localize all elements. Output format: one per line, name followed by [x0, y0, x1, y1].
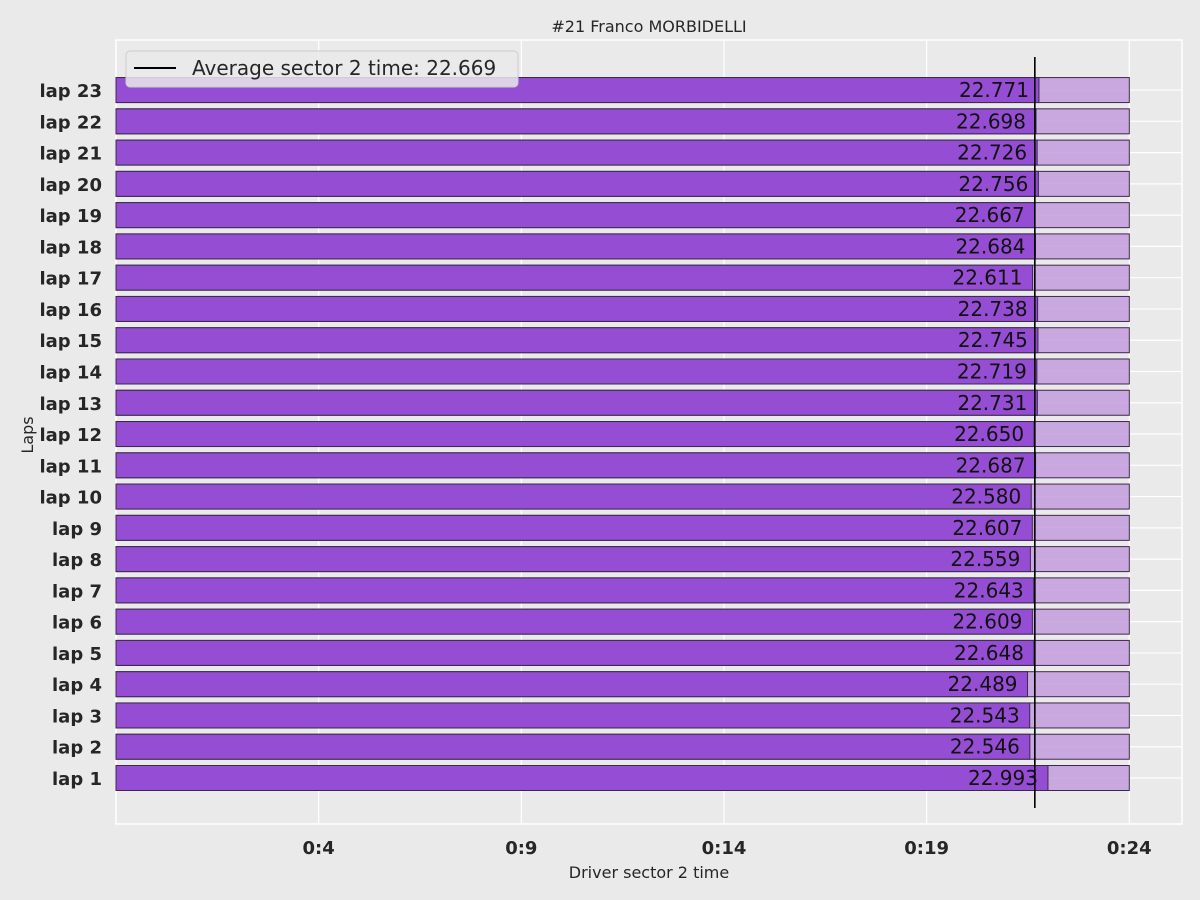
x-tick-label: 0:4: [303, 838, 335, 859]
bar-lap-11: [115, 452, 1037, 479]
x-tick-label: 0:24: [1107, 838, 1152, 859]
bar-value-label: 22.650: [954, 422, 1024, 446]
y-tick-label: lap 2: [52, 738, 102, 759]
bar-value-label: 22.559: [950, 547, 1020, 571]
x-tick-label: 0:19: [904, 838, 949, 859]
bar-lap-22: [115, 108, 1037, 135]
bar-value-label: 22.609: [952, 610, 1022, 634]
bar-value-label: 22.648: [954, 641, 1024, 665]
chart-title: #21 Franco MORBIDELLI: [551, 17, 746, 36]
y-tick-label: lap 13: [39, 394, 102, 415]
y-tick-label: lap 11: [39, 456, 102, 477]
legend: Average sector 2 time: 22.669: [125, 50, 519, 88]
bar-lap-21: [115, 139, 1038, 166]
x-tick-labels: 0:4 0:9 0:14 0:19 0:24: [303, 838, 1152, 859]
bar-lap-20: [115, 170, 1039, 197]
y-tick-label: lap 21: [39, 144, 102, 165]
legend-box: [125, 50, 519, 88]
y-axis-label: Laps: [18, 416, 37, 453]
bar-value-label: 22.738: [958, 297, 1028, 321]
bars: [115, 77, 1049, 791]
bar-value-label: 22.543: [950, 703, 1020, 727]
y-tick-label: lap 15: [39, 331, 102, 352]
bar-value-label: 22.607: [952, 516, 1022, 540]
bar-lap-1: [115, 765, 1049, 791]
bar-value-label: 22.719: [957, 359, 1027, 383]
x-tick-label: 0:14: [702, 838, 747, 859]
y-tick-label: lap 16: [39, 300, 102, 321]
bar-lap-2: [115, 733, 1031, 760]
y-tick-label: lap 23: [39, 81, 102, 102]
bar-lap-18: [115, 233, 1036, 260]
bar-lap-17: [115, 264, 1033, 291]
bar-lap-8: [115, 546, 1031, 573]
bar-lap-16: [115, 295, 1039, 322]
y-tick-label: lap 3: [52, 706, 102, 727]
y-tick-label: lap 12: [39, 425, 102, 446]
bar-value-label: 22.756: [958, 172, 1028, 196]
y-tick-label: lap 22: [39, 112, 102, 133]
bar-lap-4: [115, 671, 1029, 698]
y-tick-label: lap 10: [39, 488, 102, 509]
bar-value-label: 22.667: [955, 203, 1025, 227]
bar-value-label: 22.731: [957, 391, 1027, 415]
bar-value-label: 22.726: [957, 141, 1027, 165]
y-tick-label: lap 1: [52, 769, 102, 790]
legend-label: Average sector 2 time: 22.669: [192, 56, 496, 80]
y-tick-label: lap 14: [39, 362, 102, 383]
y-tick-label: lap 19: [39, 206, 102, 227]
x-axis-label: Driver sector 2 time: [569, 863, 729, 882]
bar-lap-14: [115, 358, 1038, 385]
y-tick-label: lap 20: [39, 175, 102, 196]
y-tick-label: lap 9: [52, 519, 102, 540]
bar-lap-3: [115, 702, 1031, 729]
x-tick-label: 0:9: [505, 838, 537, 859]
bar-value-label: 22.546: [950, 735, 1020, 759]
bar-value-label: 22.745: [958, 328, 1028, 352]
bar-lap-6: [115, 608, 1033, 635]
bar-lap-13: [115, 389, 1038, 416]
bar-value-label: 22.771: [959, 78, 1029, 102]
y-tick-labels: lap 1 lap 2 lap 3 lap 4 lap 5 lap 6 lap 7 lap 8…: [39, 81, 102, 790]
bar-value-label: 22.580: [951, 485, 1021, 509]
bar-lap-19: [115, 202, 1036, 229]
bar-lap-10: [115, 483, 1032, 510]
y-tick-label: lap 8: [52, 550, 102, 571]
bar-value-label: 22.687: [956, 453, 1026, 477]
bar-lap-12: [115, 421, 1035, 448]
bar-lap-9: [115, 514, 1033, 541]
bar-value-label: 22.611: [952, 266, 1022, 290]
bar-value-label: 22.489: [948, 672, 1018, 696]
bar-value-label: 22.643: [954, 578, 1024, 602]
bar-lap-7: [115, 577, 1035, 604]
bar-lap-5: [115, 639, 1035, 666]
bar-value-label: 22.698: [956, 109, 1026, 133]
y-tick-label: lap 4: [52, 675, 102, 696]
value-labels: 22.993 22.546 22.543 22.489 22.648 22.609 22.6…: [948, 78, 1038, 790]
bar-value-label: 22.993: [968, 766, 1038, 790]
y-tick-label: lap 5: [52, 644, 102, 665]
y-tick-label: lap 7: [52, 581, 102, 602]
bar-value-label: 22.684: [955, 234, 1025, 258]
y-tick-label: lap 18: [39, 237, 102, 258]
y-tick-label: lap 6: [52, 613, 102, 634]
y-tick-label: lap 17: [39, 269, 102, 290]
bar-lap-15: [115, 327, 1039, 354]
